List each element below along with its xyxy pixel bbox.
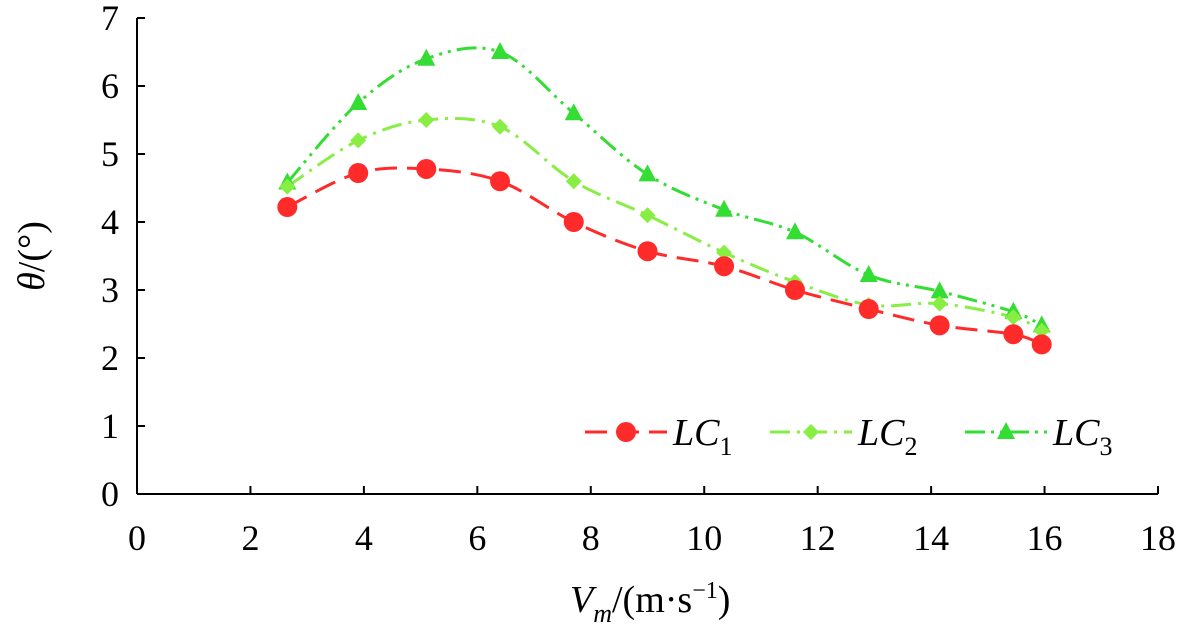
series-3-point bbox=[349, 93, 368, 110]
x-tick-label: 16 bbox=[1027, 518, 1063, 558]
series-2-point bbox=[931, 295, 948, 312]
series-2-point bbox=[1005, 309, 1022, 326]
x-tick-label: 18 bbox=[1140, 518, 1176, 558]
y-axis-label-symbol: θ bbox=[11, 272, 53, 291]
legend-label-3: LC3 bbox=[1052, 412, 1112, 461]
series-2-point bbox=[350, 132, 367, 149]
x-axis-label-superscript: −1 bbox=[692, 578, 718, 604]
series-1-point bbox=[929, 315, 950, 336]
x-tick-label: 10 bbox=[686, 518, 722, 558]
y-tick-label: 7 bbox=[101, 0, 119, 38]
legend-label-name: LC bbox=[672, 412, 720, 454]
legend: LC1 LC2 LC3 bbox=[585, 412, 1112, 461]
series-2-point bbox=[565, 173, 582, 190]
x-tick-label: 8 bbox=[582, 518, 600, 558]
series-2-point bbox=[1033, 322, 1050, 339]
x-axis-label-symbol: V bbox=[570, 579, 597, 621]
series-3-point bbox=[785, 222, 804, 240]
series-2-point bbox=[418, 112, 435, 128]
series-1-point bbox=[1003, 324, 1024, 345]
x-tick-label: 12 bbox=[800, 518, 836, 558]
y-tick-label: 4 bbox=[101, 202, 119, 242]
series-3-point bbox=[491, 42, 510, 59]
series-2-point bbox=[492, 118, 509, 135]
y-tick-label: 6 bbox=[101, 66, 119, 106]
series-line-1 bbox=[286, 166, 1043, 346]
series-1-point bbox=[416, 158, 437, 179]
series-3-point bbox=[930, 281, 949, 299]
y-axis-label: θ/(°) bbox=[11, 221, 53, 291]
legend-label-subscript: 1 bbox=[719, 432, 732, 461]
series-2-point bbox=[639, 207, 656, 224]
x-axis-label-close: ) bbox=[718, 579, 731, 621]
x-axis-label-subscript: m bbox=[593, 599, 612, 628]
y-tick-label: 3 bbox=[101, 270, 119, 310]
x-tick-label: 4 bbox=[355, 518, 373, 558]
legend-marker-1 bbox=[616, 422, 636, 442]
x-tick-label: 2 bbox=[241, 518, 259, 558]
series-3-point bbox=[417, 48, 436, 66]
series-3-point bbox=[859, 265, 878, 283]
legend-marker-2 bbox=[803, 424, 819, 440]
x-tick-label: 6 bbox=[468, 518, 486, 558]
y-axis-label-unit: /(°) bbox=[11, 221, 53, 272]
series-line-3 bbox=[286, 46, 1043, 327]
series-markers bbox=[277, 42, 1052, 355]
legend-label-name: LC bbox=[1052, 412, 1100, 454]
series-1-point bbox=[784, 280, 805, 300]
y-tick-label: 0 bbox=[101, 474, 119, 514]
y-tick-label: 5 bbox=[101, 134, 119, 174]
series-3-point bbox=[564, 103, 583, 121]
series-1-point bbox=[858, 299, 879, 320]
legend-label-subscript: 2 bbox=[904, 432, 917, 461]
y-tick-label: 1 bbox=[101, 406, 119, 446]
series-1-point bbox=[348, 163, 369, 184]
legend-label-1: LC1 bbox=[672, 412, 732, 461]
x-tick-label: 14 bbox=[913, 518, 949, 558]
x-axis-label-unit: /(m·s bbox=[612, 579, 692, 621]
series-3-point bbox=[638, 164, 657, 182]
x-axis-label: Vm/(m·s−1) bbox=[570, 578, 730, 628]
series-1-point bbox=[714, 256, 735, 277]
axes bbox=[136, 18, 1158, 495]
series-1-point bbox=[277, 197, 298, 218]
series-3-point bbox=[715, 199, 734, 217]
series-line-2 bbox=[286, 116, 1043, 333]
x-tick-label: 0 bbox=[128, 518, 146, 558]
legend-label-2: LC2 bbox=[857, 412, 917, 461]
series-1-point bbox=[1031, 334, 1052, 355]
series-1-point bbox=[490, 171, 511, 192]
legend-marker-3 bbox=[997, 422, 1015, 439]
y-tick-label: 2 bbox=[101, 338, 119, 378]
series-1-point bbox=[563, 212, 584, 232]
series-2-point bbox=[279, 178, 296, 195]
series-lines bbox=[286, 46, 1043, 346]
legend-label-name: LC bbox=[857, 412, 905, 454]
series-1-point bbox=[637, 241, 658, 262]
legend-label-subscript: 3 bbox=[1099, 432, 1112, 461]
series-2-point bbox=[716, 244, 733, 261]
